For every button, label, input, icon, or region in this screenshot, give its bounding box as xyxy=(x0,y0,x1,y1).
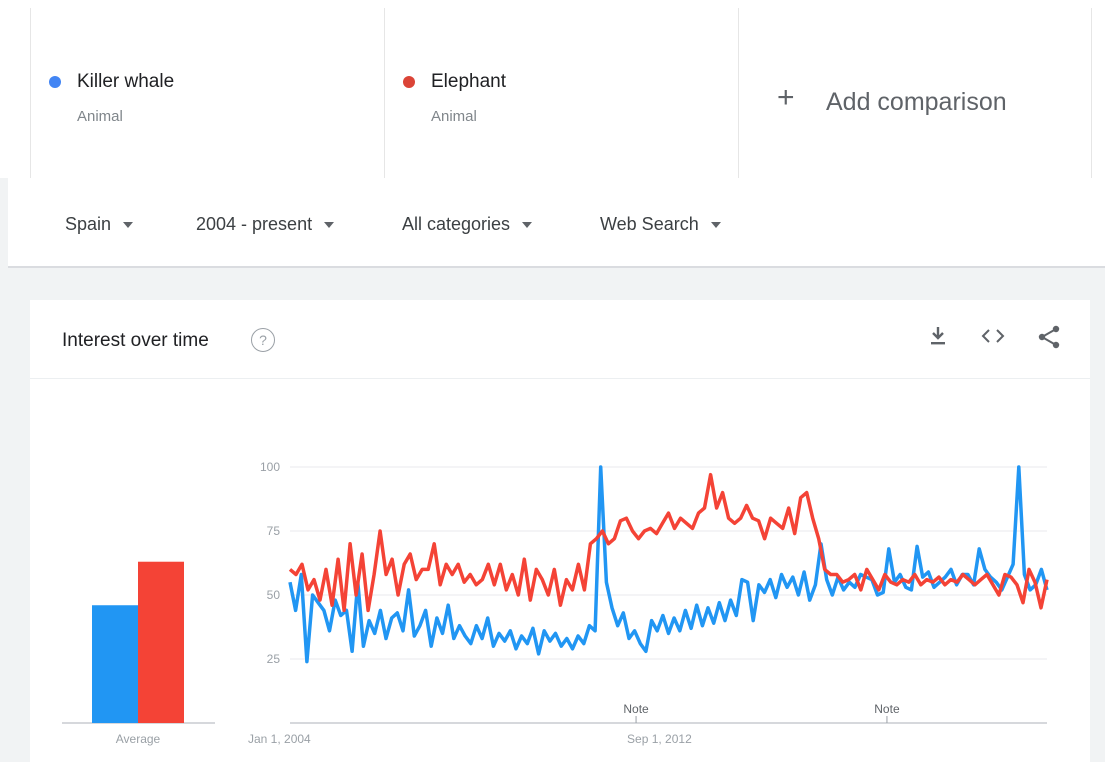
x-axis-labels: Jan 1, 2004 Sep 1, 2012 xyxy=(248,732,692,746)
filter-category[interactable]: All categories xyxy=(402,214,533,235)
caret-down-icon xyxy=(123,222,134,229)
y-tick-label: 75 xyxy=(267,524,281,538)
caret-down-icon xyxy=(710,222,721,229)
series-color-dot xyxy=(49,76,61,88)
y-tick-label: 50 xyxy=(267,588,281,602)
filter-label: 2004 - present xyxy=(196,214,313,234)
term-card-elephant[interactable]: Elephant Animal xyxy=(384,8,738,178)
term-type: Animal xyxy=(77,108,123,125)
series-line-killer-whale[interactable] xyxy=(288,465,1049,664)
filter-search-type[interactable]: Web Search xyxy=(600,214,721,235)
x-tick-label: Jan 1, 2004 xyxy=(248,732,311,746)
y-tick-label: 25 xyxy=(267,652,281,666)
filter-bar: Spain 2004 - present All categories Web … xyxy=(8,178,1105,268)
card-title: Interest over time xyxy=(62,330,209,351)
code-icon[interactable] xyxy=(980,324,1006,354)
caret-down-icon xyxy=(522,222,533,229)
term-name: Killer whale xyxy=(77,71,175,92)
share-icon[interactable] xyxy=(1036,324,1062,356)
average-label: Average xyxy=(116,732,161,746)
chart-notes: Note Note xyxy=(623,702,900,723)
download-icon[interactable] xyxy=(928,324,948,354)
filter-region[interactable]: Spain xyxy=(65,214,134,235)
plus-icon: + xyxy=(777,81,795,114)
series-color-dot xyxy=(403,76,415,88)
caret-down-icon xyxy=(324,222,335,229)
add-comparison-label: Add comparison xyxy=(826,88,1007,116)
add-comparison-button[interactable]: + Add comparison xyxy=(738,8,1092,178)
filter-label: Web Search xyxy=(600,214,699,234)
average-bar-killer-whale xyxy=(92,605,138,723)
average-bars: Average xyxy=(62,561,215,746)
term-name: Elephant xyxy=(431,71,507,92)
series-lines xyxy=(288,465,1049,664)
filter-time-range[interactable]: 2004 - present xyxy=(196,214,335,235)
y-axis-labels: 25 50 75 100 xyxy=(260,460,280,666)
filter-label: Spain xyxy=(65,214,112,234)
note-label[interactable]: Note xyxy=(623,702,649,716)
card-header: Interest over time ? xyxy=(30,300,1090,379)
series-line-elephant[interactable] xyxy=(288,472,1049,613)
term-type: Animal xyxy=(431,108,477,125)
average-bar-elephant xyxy=(138,561,184,723)
comparison-bar: Killer whale Animal Elephant Animal + Ad… xyxy=(0,0,1105,178)
chart-gridlines xyxy=(290,466,1047,724)
y-tick-label: 100 xyxy=(260,460,280,474)
term-card-killer-whale[interactable]: Killer whale Animal xyxy=(30,8,384,178)
help-icon[interactable]: ? xyxy=(251,328,275,352)
x-tick-label: Sep 1, 2012 xyxy=(627,732,692,746)
note-label[interactable]: Note xyxy=(874,702,900,716)
filter-label: All categories xyxy=(402,214,511,234)
